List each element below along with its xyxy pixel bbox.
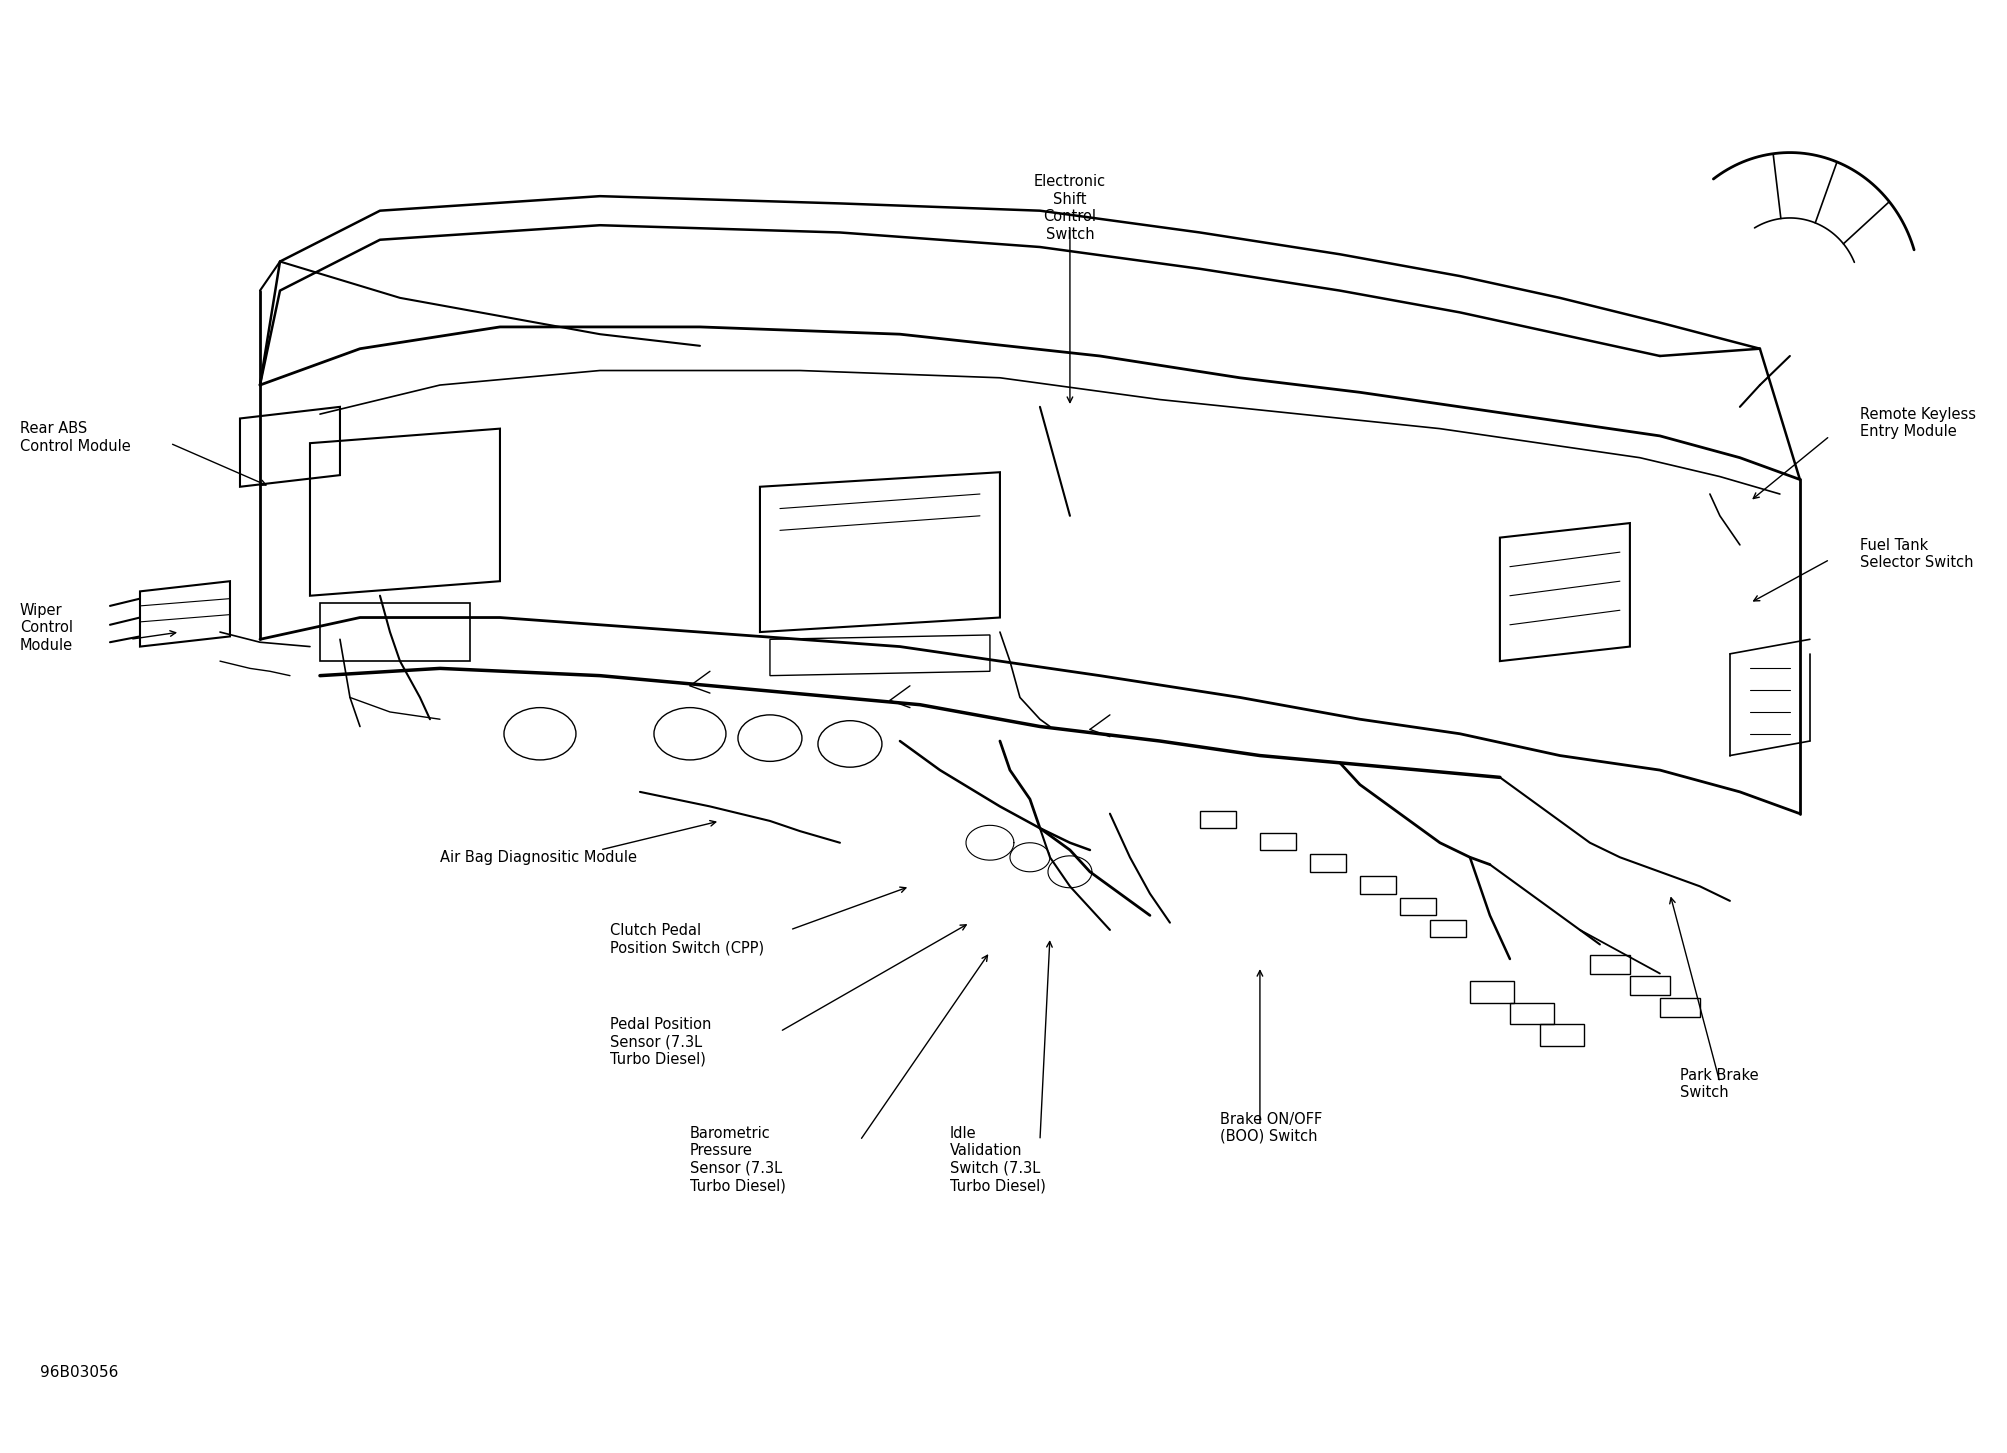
- Text: Air Bag Diagnositic Module: Air Bag Diagnositic Module: [440, 850, 636, 865]
- Text: Pedal Position
Sensor (7.3L
Turbo Diesel): Pedal Position Sensor (7.3L Turbo Diesel…: [610, 1017, 710, 1067]
- Text: 96B03056: 96B03056: [40, 1366, 118, 1380]
- Text: Brake ON/OFF
(BOO) Switch: Brake ON/OFF (BOO) Switch: [1220, 1112, 1323, 1144]
- Text: Idle
Validation
Switch (7.3L
Turbo Diesel): Idle Validation Switch (7.3L Turbo Diese…: [949, 1126, 1046, 1193]
- Text: Clutch Pedal
Position Switch (CPP): Clutch Pedal Position Switch (CPP): [610, 923, 765, 955]
- Text: Rear ABS
Control Module: Rear ABS Control Module: [20, 421, 130, 453]
- Text: Park Brake
Switch: Park Brake Switch: [1680, 1068, 1758, 1100]
- Text: Barometric
Pressure
Sensor (7.3L
Turbo Diesel): Barometric Pressure Sensor (7.3L Turbo D…: [690, 1126, 787, 1193]
- Text: Wiper
Control
Module: Wiper Control Module: [20, 603, 72, 652]
- Text: Remote Keyless
Entry Module: Remote Keyless Entry Module: [1860, 407, 1975, 439]
- Text: Electronic
Shift
Control
Switch: Electronic Shift Control Switch: [1034, 174, 1106, 241]
- Text: Fuel Tank
Selector Switch: Fuel Tank Selector Switch: [1860, 538, 1973, 570]
